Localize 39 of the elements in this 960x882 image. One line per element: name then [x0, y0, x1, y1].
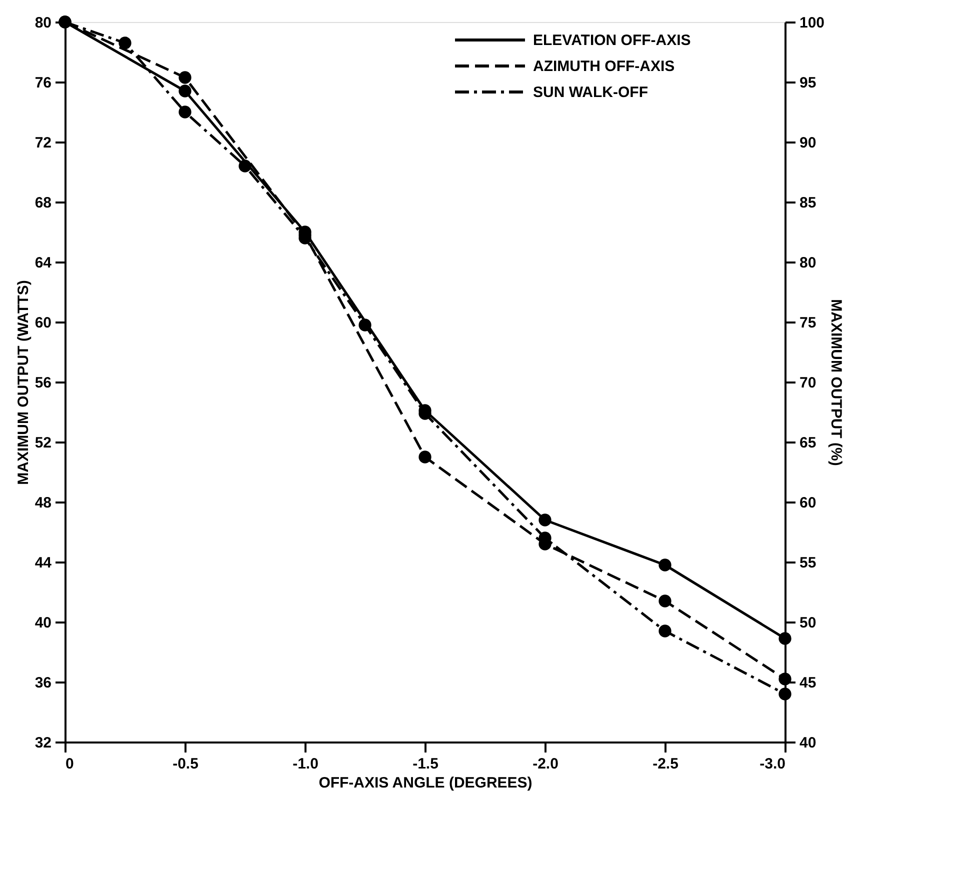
x-tick-label: -1.5 — [412, 756, 438, 772]
y2-tick-label: 65 — [800, 434, 816, 452]
y-tick-label: 80 — [34, 14, 52, 32]
y-tick-label: 32 — [34, 734, 52, 752]
y2-tick-label: 80 — [800, 254, 816, 272]
x-tick-label: -2.0 — [532, 756, 558, 772]
y2-tick-label: 50 — [800, 614, 816, 632]
legend-label: AZIMUTH OFF-AXIS — [533, 58, 675, 75]
y-tick-label: 72 — [34, 134, 52, 152]
legend-label: ELEVATION OFF-AXIS — [533, 32, 691, 49]
x-tick-label: -1.0 — [292, 756, 318, 772]
x-tick-label: -0.5 — [172, 756, 198, 772]
y2-tick-label: 55 — [800, 554, 816, 572]
y-tick-label: 52 — [34, 434, 52, 452]
y-tick-label: 48 — [34, 494, 52, 512]
y-tick-label: 36 — [34, 674, 52, 692]
y-tick-label: 76 — [34, 74, 52, 92]
x-tick-label: -2.5 — [652, 756, 678, 772]
y2-tick-label: 95 — [800, 74, 816, 92]
y2-tick-label: 100 — [800, 14, 825, 32]
y-tick-label: 44 — [34, 554, 52, 572]
y2-tick-label: 75 — [800, 314, 816, 332]
y2-tick-label: 45 — [800, 674, 816, 692]
y2-tick-label: 40 — [800, 734, 816, 752]
y-axis-title: MAXIMUM OUTPUT (WATTS) — [14, 280, 32, 485]
x-tick-label: -3.0 — [760, 756, 786, 772]
y-tick-label: 60 — [34, 314, 52, 332]
y2-tick-label: 70 — [800, 374, 816, 392]
y2-tick-label: 60 — [800, 494, 816, 512]
y-tick-label: 64 — [34, 254, 52, 272]
y2-tick-label: 85 — [800, 194, 816, 212]
y-tick-label: 68 — [34, 194, 52, 212]
x-axis-title: OFF-AXIS ANGLE (DEGREES) — [318, 774, 532, 792]
y-tick-label: 40 — [34, 614, 52, 632]
legend-label: SUN WALK-OFF — [533, 84, 648, 101]
x-tick-label: 0 — [66, 756, 74, 772]
y-tick-label: 56 — [34, 374, 52, 392]
y2-axis-title: MAXIMUM OUTPUT (%) — [828, 299, 845, 466]
y2-tick-label: 90 — [800, 134, 816, 152]
